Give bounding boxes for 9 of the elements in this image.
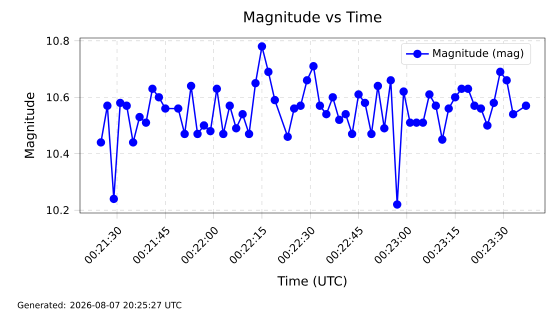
y-tick-label: 10.4 (47, 150, 69, 158)
chart-title: Magnitude vs Time (244, 11, 382, 26)
text: Generated: 2026-08-07 20:25:27 UTC (18, 302, 182, 308)
x-axis-title: Time (UTC) (277, 276, 346, 288)
y-tick-label: 10.6 (47, 93, 69, 102)
legend-label: Magnitude (mag) (433, 48, 524, 60)
y-tick-label: 10.2 (47, 206, 69, 214)
y-axis-title: Magnitude (24, 92, 37, 158)
y-tick-label: 10.8 (47, 36, 69, 45)
